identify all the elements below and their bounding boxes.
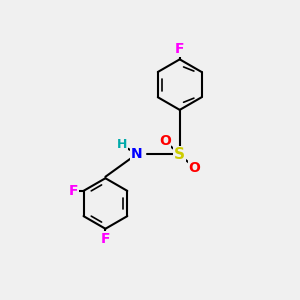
Text: F: F — [68, 184, 78, 198]
Text: F: F — [101, 232, 110, 246]
Text: S: S — [174, 147, 185, 162]
Text: H: H — [117, 138, 127, 151]
Text: N: N — [131, 148, 142, 161]
Text: O: O — [159, 134, 171, 148]
Text: F: F — [175, 42, 184, 56]
Text: O: O — [189, 161, 200, 175]
